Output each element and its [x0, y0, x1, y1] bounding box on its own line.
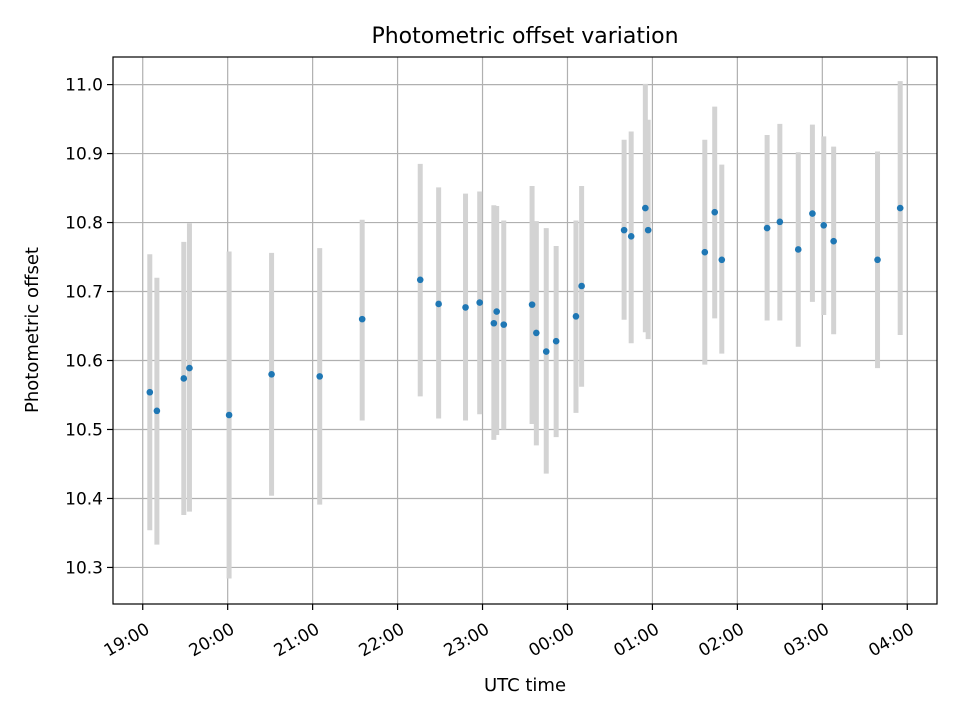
data-point: [493, 308, 500, 315]
x-tick-label: 02:00: [695, 619, 747, 661]
y-tick-label: 10.5: [65, 420, 103, 440]
y-axis-label: Photometric offset: [22, 247, 43, 413]
y-tick-label: 10.7: [65, 283, 103, 303]
x-axis-label: UTC time: [484, 675, 566, 696]
data-point: [476, 299, 483, 306]
data-point: [146, 388, 154, 396]
plot-frame: [112, 56, 938, 605]
data-point: [225, 411, 233, 419]
data-point: [316, 373, 324, 380]
data-point: [572, 313, 580, 320]
data-point: [763, 224, 771, 232]
data-point: [500, 321, 508, 328]
data-point: [490, 319, 498, 327]
data-point: [809, 210, 816, 217]
data-point: [552, 337, 560, 345]
x-tick-label: 00:00: [526, 619, 578, 661]
y-tick-label: 10.6: [65, 352, 103, 372]
x-tick-label: 21:00: [271, 619, 323, 661]
x-axis-ticks: 19:00 20:00 21:00 22:00 23:00 00:00 01:00 02:00…: [101, 604, 918, 661]
y-tick-label: 10.9: [65, 145, 103, 165]
chart-title: Photometric offset variation: [371, 24, 678, 49]
y-tick-label: 10.8: [65, 214, 103, 234]
data-point: [153, 407, 161, 415]
data-point: [416, 276, 424, 284]
data-point: [711, 208, 719, 216]
data-point: [528, 301, 536, 308]
data-point: [820, 222, 828, 229]
data-point: [794, 246, 802, 253]
y-axis-ticks: 10.3 10.4 10.5 10.6 10.7 10.8 10.9 11.0: [65, 76, 113, 578]
data-point: [701, 248, 709, 256]
data-point: [896, 204, 904, 212]
data-point: [462, 304, 469, 311]
data-point: [578, 282, 585, 290]
data-points: [146, 204, 904, 419]
x-tick-label: 04:00: [865, 619, 917, 661]
data-point: [620, 226, 628, 234]
data-point: [186, 364, 193, 372]
x-tick-label: 22:00: [356, 619, 408, 661]
y-tick-label: 11.0: [65, 76, 103, 96]
data-point: [830, 237, 837, 245]
data-point: [542, 348, 550, 355]
data-point: [533, 329, 540, 337]
error-bars: [147, 81, 903, 579]
data-point: [776, 218, 784, 226]
x-tick-label: 23:00: [441, 619, 493, 661]
x-tick-label: 01:00: [610, 619, 662, 661]
data-point: [358, 315, 366, 323]
grid-lines: [113, 57, 937, 604]
data-point: [268, 371, 275, 378]
data-point: [874, 256, 881, 264]
data-point: [644, 226, 652, 234]
x-tick-label: 03:00: [780, 619, 832, 661]
data-point: [435, 300, 442, 308]
y-tick-label: 10.4: [65, 489, 103, 509]
data-point: [718, 256, 726, 264]
data-point: [642, 204, 649, 212]
x-tick-label: 20:00: [186, 619, 238, 661]
data-point: [180, 375, 188, 382]
y-tick-label: 10.3: [65, 558, 103, 578]
data-point: [627, 233, 635, 240]
x-tick-label: 19:00: [101, 619, 153, 661]
